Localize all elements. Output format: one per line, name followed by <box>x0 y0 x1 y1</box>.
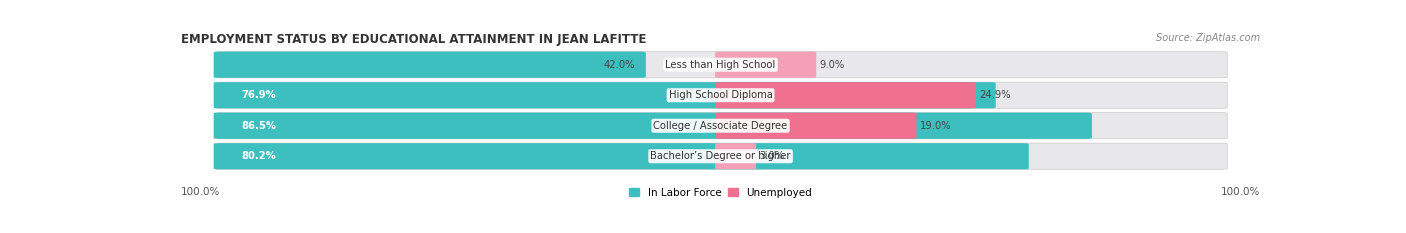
FancyBboxPatch shape <box>716 143 756 169</box>
Text: 3.0%: 3.0% <box>759 151 785 161</box>
Text: Source: ZipAtlas.com: Source: ZipAtlas.com <box>1156 33 1260 43</box>
FancyBboxPatch shape <box>214 82 995 108</box>
Text: 24.9%: 24.9% <box>979 90 1011 100</box>
Text: 100.0%: 100.0% <box>1220 187 1260 197</box>
Text: 9.0%: 9.0% <box>820 60 845 70</box>
Text: Bachelor’s Degree or higher: Bachelor’s Degree or higher <box>651 151 790 161</box>
Text: High School Diploma: High School Diploma <box>669 90 772 100</box>
Legend: In Labor Force, Unemployed: In Labor Force, Unemployed <box>624 184 817 202</box>
FancyBboxPatch shape <box>214 52 1227 78</box>
Text: College / Associate Degree: College / Associate Degree <box>654 121 787 131</box>
Text: 76.9%: 76.9% <box>242 90 276 100</box>
FancyBboxPatch shape <box>214 113 1227 139</box>
FancyBboxPatch shape <box>214 143 1227 169</box>
FancyBboxPatch shape <box>214 52 645 78</box>
FancyBboxPatch shape <box>716 52 817 78</box>
FancyBboxPatch shape <box>214 82 1227 108</box>
FancyBboxPatch shape <box>716 82 976 108</box>
FancyBboxPatch shape <box>214 143 1029 169</box>
Text: 100.0%: 100.0% <box>181 187 221 197</box>
Text: 80.2%: 80.2% <box>242 151 276 161</box>
Text: 42.0%: 42.0% <box>603 60 636 70</box>
Text: 86.5%: 86.5% <box>242 121 276 131</box>
Text: Less than High School: Less than High School <box>665 60 776 70</box>
FancyBboxPatch shape <box>716 113 917 139</box>
Text: 19.0%: 19.0% <box>920 121 952 131</box>
FancyBboxPatch shape <box>214 113 1092 139</box>
Text: EMPLOYMENT STATUS BY EDUCATIONAL ATTAINMENT IN JEAN LAFITTE: EMPLOYMENT STATUS BY EDUCATIONAL ATTAINM… <box>181 33 647 46</box>
